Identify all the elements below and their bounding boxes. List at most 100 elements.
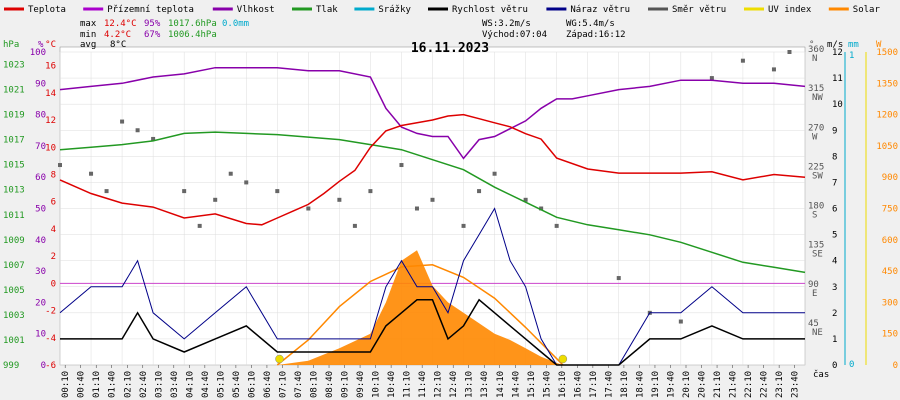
wind-direction-point xyxy=(678,319,683,324)
dir-tick-dir: W xyxy=(812,132,818,142)
x-tick-label: 22:10 xyxy=(744,371,754,398)
ms-tick: 10 xyxy=(832,100,843,110)
x-tick-label: 14:10 xyxy=(496,371,506,398)
hpa-tick: 1015 xyxy=(3,161,25,171)
w-tick: 900 xyxy=(882,173,898,183)
pct-tick: 90 xyxy=(35,79,46,89)
stats-sunset: Západ:16:12 xyxy=(566,30,626,40)
wind-direction-point xyxy=(120,119,125,124)
wind-direction-point xyxy=(182,189,187,194)
wind-direction-point xyxy=(616,276,621,281)
wind-direction-point xyxy=(197,223,202,228)
stats-avg-label: avg xyxy=(80,40,96,50)
pct-tick: 100 xyxy=(30,48,46,58)
pct-tick: 0 xyxy=(41,361,46,371)
temp-tick: 16 xyxy=(45,62,56,72)
pct-axis-title: % xyxy=(38,40,44,50)
pressure-line xyxy=(59,131,806,274)
x-tick-label: 18:40 xyxy=(635,371,645,398)
pct-tick: 60 xyxy=(35,173,46,183)
w-axis-title: W xyxy=(876,40,882,50)
chart-title: 16.11.2023 xyxy=(411,41,489,56)
x-tick-label: 09:10 xyxy=(341,371,351,398)
temp-tick: 4 xyxy=(51,225,56,235)
x-tick-label: 08:10 xyxy=(310,371,320,398)
wind-direction-point xyxy=(399,163,404,168)
wind-gust-line xyxy=(59,207,805,366)
stats-min-temp: 4.2°C xyxy=(104,30,131,40)
ms-tick: 7 xyxy=(832,178,837,188)
wind-direction-point xyxy=(135,128,140,133)
wind-direction-point xyxy=(709,76,714,81)
ms-tick: 1 xyxy=(832,335,837,345)
x-tick-label: 01:10 xyxy=(92,371,102,398)
wind-direction-point xyxy=(539,206,544,211)
stats-max-label: max xyxy=(80,19,97,29)
dir-tick-deg: 180 xyxy=(808,202,824,212)
x-tick-label: 05:40 xyxy=(232,371,242,398)
x-tick-label: 20:10 xyxy=(682,371,692,398)
legend-label: Tlak xyxy=(316,5,338,15)
temp-tick: 6 xyxy=(51,198,56,208)
w-tick: 1350 xyxy=(876,79,898,89)
x-tick-label: 20:40 xyxy=(698,371,708,398)
temp-axis-title: °C xyxy=(45,40,56,50)
mm-tick: 0 xyxy=(849,360,854,370)
hpa-axis-title: hPa xyxy=(3,40,19,50)
legend-label: Náraz větru xyxy=(570,5,630,15)
ms-tick: 2 xyxy=(832,309,837,319)
stats-sunrise: Východ:07:04 xyxy=(482,30,547,40)
x-axis: 00:10 00:40 01:10 01:40 02:10 02:40 03:10 03:40… xyxy=(61,365,829,398)
wind-direction-point xyxy=(228,171,233,176)
hpa-tick: 1007 xyxy=(3,261,25,271)
ms-tick: 0 xyxy=(832,361,837,371)
dir-tick-deg: 135 xyxy=(808,241,824,251)
series-layer xyxy=(58,50,806,366)
temp-tick: 12 xyxy=(45,116,56,126)
ms-tick: 12 xyxy=(832,48,843,58)
sun-marker xyxy=(558,354,568,364)
wind-direction-point xyxy=(104,189,109,194)
dir-tick-dir: S xyxy=(812,211,817,221)
x-tick-label: 10:40 xyxy=(387,371,397,398)
dir-tick-deg: 225 xyxy=(808,162,824,172)
wind-direction-point xyxy=(461,223,466,228)
x-tick-label: 04:40 xyxy=(201,371,211,398)
stats-max-temp: 12.4°C xyxy=(104,19,137,29)
temperature-line xyxy=(59,113,806,226)
w-tick: 1500 xyxy=(876,48,898,58)
x-tick-label: 18:10 xyxy=(620,371,630,398)
hpa-tick: 1003 xyxy=(3,311,25,321)
dir-tick-deg: 315 xyxy=(808,84,824,94)
x-tick-label: 17:40 xyxy=(604,371,614,398)
wind-direction-point xyxy=(740,58,745,63)
dir-tick-dir: E xyxy=(812,289,817,299)
x-tick-label: 11:10 xyxy=(403,371,413,398)
pct-tick: 40 xyxy=(35,236,46,246)
temp-tick: 14 xyxy=(45,89,56,99)
x-tick-label: 02:10 xyxy=(123,371,133,398)
w-tick: 1050 xyxy=(876,142,898,152)
stats-wg: WG:5.4m/s xyxy=(566,19,615,29)
dir-tick-dir: NW xyxy=(812,93,823,103)
x-tick-label: 06:10 xyxy=(247,371,257,398)
ms-tick: 4 xyxy=(832,257,837,267)
legend-label: Teplota xyxy=(28,5,66,15)
w-tick: 300 xyxy=(882,298,898,308)
pct-tick: 70 xyxy=(35,142,46,152)
x-tick-label: 06:40 xyxy=(263,371,273,398)
x-tick-label: 13:40 xyxy=(480,371,490,398)
w-tick: 450 xyxy=(882,267,898,277)
wind-direction-point xyxy=(477,189,482,194)
wind-direction-point xyxy=(492,171,497,176)
x-tick-label: 16:40 xyxy=(573,371,583,398)
x-tick-label: 14:40 xyxy=(511,371,521,398)
hpa-tick: 1013 xyxy=(3,186,25,196)
legend-label: Solar xyxy=(853,5,881,15)
wind-direction-point xyxy=(275,189,280,194)
stats-max-hum: 95% xyxy=(144,19,161,29)
wind-direction-point xyxy=(414,206,419,211)
dir-tick-deg: 45 xyxy=(808,319,819,329)
dir-tick-deg: 90 xyxy=(808,280,819,290)
